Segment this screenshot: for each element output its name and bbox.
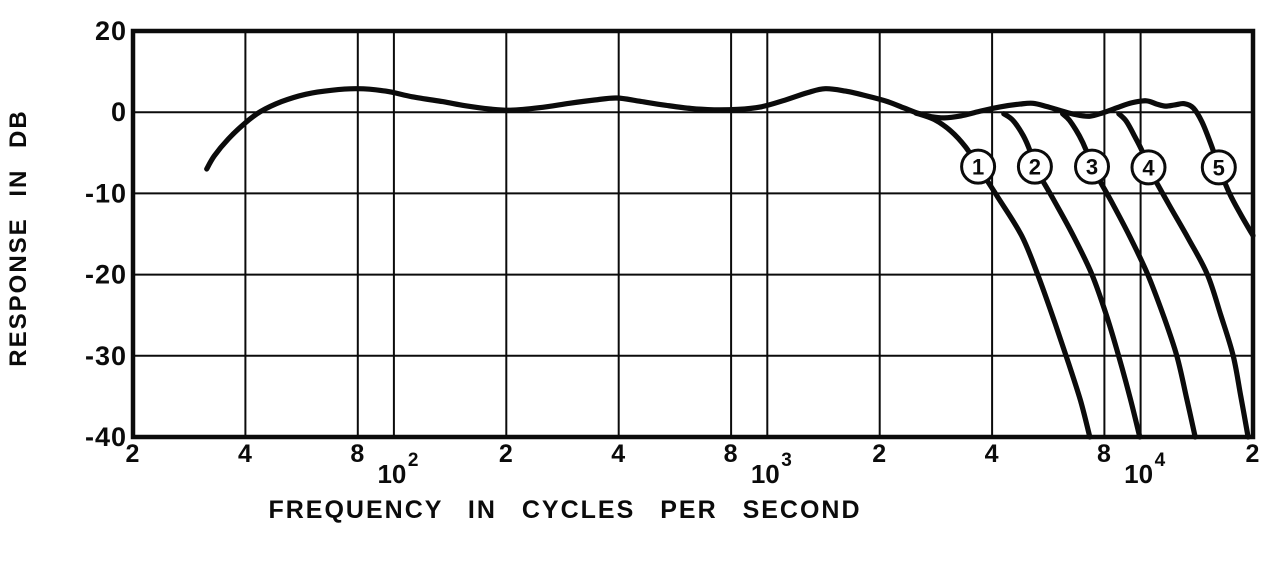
x-tick-label-power-base: 10 <box>1124 459 1153 489</box>
x-tick-label: 4 <box>611 440 626 468</box>
position-4-rolloff-curve <box>1116 111 1251 440</box>
response-curves <box>204 86 1256 440</box>
x-tick-label: 2 <box>1246 440 1261 468</box>
y-tick-label: -40 <box>85 422 127 452</box>
x-tick-label: 2 <box>126 440 141 468</box>
common-response-and-position-5-rolloff-curve <box>204 86 1256 239</box>
x-tick-label-power-base: 10 <box>377 459 406 489</box>
x-tick-label-power-base: 10 <box>751 459 780 489</box>
curve-marker-label-2: 2 <box>1029 155 1041 180</box>
curve-marker-circle-1 <box>960 148 997 185</box>
y-tick-label: 20 <box>95 16 127 46</box>
y-axis-title: RESPONSE IN DB <box>5 109 32 366</box>
vertical-gridlines <box>132 31 1254 437</box>
curve-number-markers: 1 2 3 4 5 <box>960 148 1237 186</box>
position-3-rolloff-curve <box>1060 111 1198 440</box>
x-tick-label-power-exponent: 4 <box>1155 450 1166 471</box>
position-2-rolloff-curve <box>1001 111 1143 440</box>
x-tick-label-power-exponent: 3 <box>781 450 792 471</box>
x-tick-label: 8 <box>350 440 365 468</box>
x-tick-label: 8 <box>724 440 739 468</box>
x-tick-label: 8 <box>1097 440 1112 468</box>
x-tick-label: 4 <box>238 440 253 468</box>
y-tick-label: -30 <box>85 341 127 371</box>
curve-marker-circle-4 <box>1130 149 1167 186</box>
x-tick-label: 2 <box>499 440 514 468</box>
curve-marker-circle-3 <box>1074 148 1110 185</box>
curve-marker-label-5: 5 <box>1213 155 1225 180</box>
y-axis-tick-labels: 20 0 -10 -20 -30 -40 <box>85 16 127 452</box>
horizontal-gridlines <box>133 30 1253 438</box>
curve-marker-label-1: 1 <box>972 155 984 180</box>
curve-marker-circle-2 <box>1016 148 1053 185</box>
y-tick-label: -20 <box>85 260 127 290</box>
x-axis-title: FREQUENCY IN CYCLES PER SECOND <box>268 496 861 524</box>
plot-border <box>130 28 1256 440</box>
x-tick-label-power-exponent: 2 <box>408 450 419 471</box>
y-tick-label: 0 <box>111 97 127 127</box>
x-tick-label: 2 <box>872 440 887 468</box>
position-1-rolloff-curve <box>913 110 1093 440</box>
curve-marker-circle-5 <box>1200 149 1237 186</box>
x-tick-label: 4 <box>985 440 1000 468</box>
curve-marker-label-4: 4 <box>1142 155 1155 180</box>
y-tick-label: -10 <box>85 178 127 208</box>
curve-marker-label-3: 3 <box>1086 155 1098 180</box>
x-axis-tick-labels: 2 4 810 2 2 4 810 3 2 4 810 4 2 <box>126 440 1261 489</box>
